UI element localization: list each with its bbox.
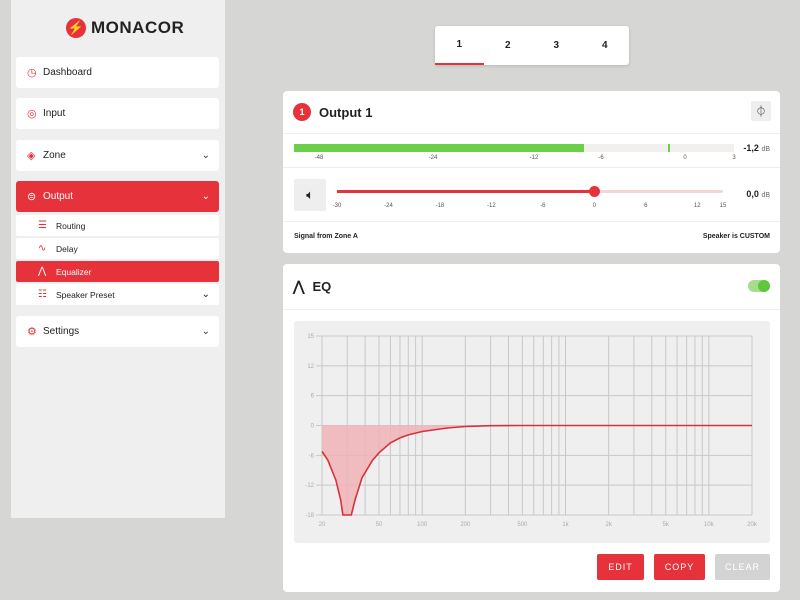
- gain-tick: 0: [592, 203, 596, 209]
- peak-icon: ⋀: [293, 278, 305, 294]
- speaker-status: Speaker is CUSTOM: [702, 233, 770, 240]
- gauge-icon: ◷: [27, 67, 37, 79]
- phase-invert-button[interactable]: ⏀: [751, 101, 771, 121]
- brand-name: MONACOR: [91, 18, 185, 37]
- monacor-logo-icon: ⚡: [66, 18, 86, 38]
- edit-button[interactable]: EDIT: [597, 554, 644, 580]
- label: Delay: [56, 243, 78, 254]
- speaker-diamond-icon: ◈: [27, 150, 36, 162]
- eq-toggle[interactable]: [748, 280, 770, 292]
- meter-readout: -1,2 dB: [743, 143, 770, 153]
- gain-tick: 6: [644, 203, 648, 209]
- x-tick-label: 100: [417, 522, 428, 528]
- label: Dashboard: [43, 67, 92, 78]
- logo: ⚡ MONACOR: [66, 18, 184, 38]
- gain-slider-fill: [337, 190, 595, 193]
- label: Output: [43, 191, 74, 202]
- sidebar-item-dashboard[interactable]: ◷ Dashboard: [16, 57, 219, 88]
- gear-icon: ⚙: [27, 326, 37, 338]
- sidebar-item-routing[interactable]: ☰ Routing: [16, 215, 219, 236]
- gain-readout: 0,0 dB: [746, 189, 770, 199]
- gain-slider-handle[interactable]: [589, 186, 601, 197]
- meter-tick: -6: [598, 155, 604, 161]
- gain-tick: -12: [487, 203, 496, 209]
- label: Speaker Preset: [56, 289, 115, 300]
- x-tick-label: 200: [460, 522, 471, 528]
- routing-icon: ☰: [38, 220, 47, 231]
- tab-2[interactable]: 2: [504, 40, 511, 51]
- gain-tick: -30: [332, 203, 342, 209]
- gain-tick: -6: [540, 203, 546, 209]
- output-title: Output 1: [319, 104, 373, 120]
- sidebar-item-delay[interactable]: ∿ Delay: [16, 238, 219, 259]
- meter-tick: -24: [428, 155, 438, 161]
- sidebar: ⚡ MONACOR ◷ Dashboard ◎ Input ◈ Zone ⌄ ⊜ Outpu…: [11, 0, 225, 518]
- tab-3[interactable]: 3: [553, 40, 560, 51]
- y-tick-label: 6: [311, 394, 315, 400]
- x-tick-label: 20: [319, 522, 326, 528]
- eq-chart-area: 15 12 6 0 -6 -12 -18 20 50 100 200 500 1k 2k 5k 10k 20k: [294, 321, 770, 543]
- y-tick-label: 15: [307, 334, 314, 340]
- sidebar-item-settings[interactable]: ⚙ Settings ⌄: [16, 316, 219, 347]
- output-icon: ⊜: [27, 191, 37, 203]
- chevron-down-icon: ⌄: [201, 289, 210, 300]
- x-tick-label: 50: [376, 522, 383, 528]
- tab-4[interactable]: 4: [601, 40, 608, 51]
- gain-tick: 12: [693, 203, 701, 209]
- x-tick-label: 500: [517, 522, 528, 528]
- level-meter-fill: [294, 144, 585, 152]
- label: Equalizer: [56, 266, 92, 277]
- eq-card: ⋀ EQ 15 12 6 0 -6 -12 -18 20 50 100 200 500 1k 2k 5k 10k…: [283, 264, 780, 592]
- gain-slider[interactable]: [337, 186, 723, 197]
- target-icon: ◎: [27, 108, 37, 120]
- y-tick-label: -6: [309, 453, 315, 459]
- y-tick-label: -12: [305, 483, 314, 489]
- sliders-icon: ☷: [38, 289, 47, 300]
- sidebar-item-equalizer[interactable]: ⋀ Equalizer: [16, 261, 219, 282]
- sidebar-item-input[interactable]: ◎ Input: [16, 98, 219, 129]
- y-tick-label: 0: [311, 424, 315, 430]
- meter-tick: -12: [529, 155, 539, 161]
- x-tick-label: 5k: [663, 522, 670, 528]
- eq-response-curve: [321, 424, 752, 516]
- x-tick-label: 10k: [704, 522, 715, 528]
- x-tick-label: 1k: [562, 522, 569, 528]
- chevron-down-icon: ⌄: [201, 191, 210, 202]
- y-tick-label: 12: [307, 364, 314, 370]
- tab-1[interactable]: 1: [435, 26, 484, 65]
- eq-response-fill: [322, 425, 752, 515]
- signal-source: Signal from Zone A: [294, 233, 358, 240]
- eq-title: EQ: [312, 279, 332, 294]
- gain-tick: -24: [384, 203, 393, 209]
- x-tick-label: 2k: [605, 522, 612, 528]
- label: Input: [43, 108, 66, 119]
- meter-tick: -48: [314, 155, 324, 161]
- chevron-down-icon: ⌄: [201, 150, 210, 161]
- gain-tick: 15: [719, 203, 727, 209]
- chevron-down-icon: ⌄: [201, 326, 210, 337]
- sidebar-item-zone[interactable]: ◈ Zone ⌄: [16, 140, 219, 171]
- level-meter: [294, 144, 734, 152]
- eq-chart: 15 12 6 0 -6 -12 -18 20 50 100 200 500 1k 2k 5k 10k 20k: [305, 334, 758, 528]
- clear-button[interactable]: CLEAR: [715, 554, 770, 580]
- meter-tick: 3: [732, 155, 736, 161]
- output-card: 1 Output 1 ⏀ -48 -24 -12 -6 0 3 -1,2 dB 🔈︎ -30…: [283, 91, 780, 253]
- sidebar-item-output[interactable]: ⊜ Output ⌄: [16, 181, 219, 212]
- peak-icon: ⋀: [38, 266, 47, 277]
- wave-icon: ∿: [38, 243, 47, 254]
- label: Routing: [56, 220, 86, 231]
- label: Settings: [43, 326, 80, 337]
- output-badge: 1: [293, 103, 311, 121]
- label: Zone: [43, 150, 66, 161]
- meter-tick: 0: [683, 155, 687, 161]
- sidebar-item-speaker-preset[interactable]: ☷ Speaker Preset ⌄: [16, 284, 219, 305]
- peak-marker: [668, 144, 671, 152]
- mute-button[interactable]: 🔈︎: [294, 179, 326, 211]
- speaker-icon: 🔈︎: [306, 187, 314, 202]
- y-tick-label: -18: [305, 513, 314, 519]
- output-tabs: 1 2 3 4: [435, 26, 629, 65]
- x-tick-label: 20k: [747, 522, 758, 528]
- gain-tick: -18: [435, 203, 445, 209]
- copy-button[interactable]: COPY: [654, 554, 705, 580]
